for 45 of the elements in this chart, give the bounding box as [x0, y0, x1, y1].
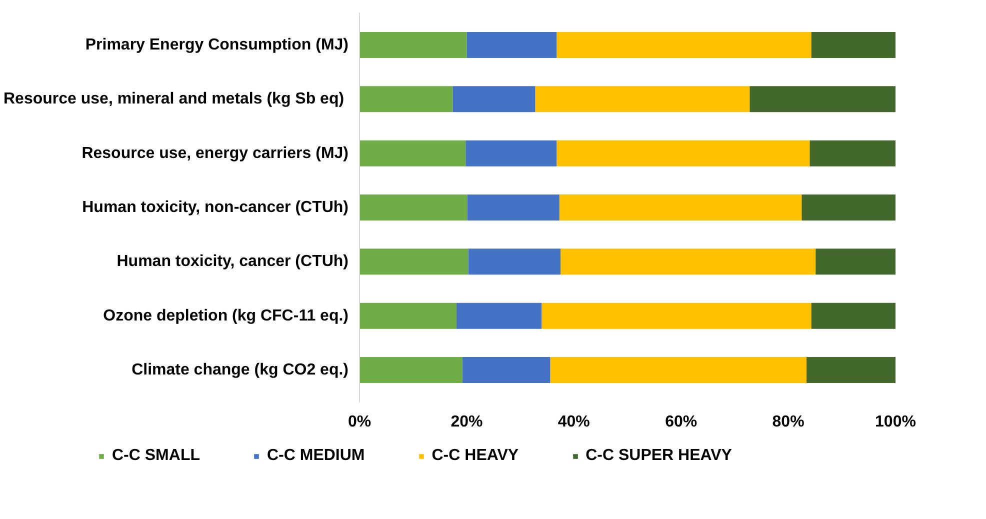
- x-tick-label: 60%: [665, 414, 698, 430]
- bar: [466, 140, 557, 166]
- x-tick-label: 0%: [348, 414, 372, 430]
- x-tick-label: 100%: [875, 414, 916, 430]
- bar: [456, 302, 542, 329]
- bar: [360, 248, 468, 275]
- bar: [360, 302, 457, 329]
- y-tick-label: Primary Energy Consumption (MJ): [85, 36, 349, 54]
- bar: [806, 357, 896, 383]
- bar: [810, 140, 896, 166]
- legend-label: C-C MEDIUM: [266, 447, 365, 465]
- bar: [452, 86, 536, 112]
- bar: [802, 194, 896, 220]
- y-tick-label: Climate change (kg CO2 eq.): [132, 362, 348, 378]
- bar: [811, 32, 896, 58]
- bar: [811, 302, 896, 329]
- bar: [535, 86, 750, 112]
- y-tick-label: Human toxicity, cancer (CTUh): [116, 253, 349, 270]
- legend-label: C-C SUPER HEAVY: [586, 447, 732, 465]
- bar: [360, 140, 466, 166]
- bar: [467, 194, 560, 220]
- bar: [360, 357, 462, 383]
- bar: [466, 32, 557, 58]
- x-tick-label: 40%: [558, 414, 590, 430]
- bar: [556, 140, 810, 166]
- y-tick-label: Resource use, mineral and metals (kg Sb eq): [4, 90, 344, 108]
- bar: [462, 357, 550, 383]
- legend-label: C-C HEAVY: [432, 447, 519, 465]
- bar: [559, 194, 802, 220]
- bar: [360, 194, 468, 220]
- y-tick-label: Resource use, energy carriers (MJ): [82, 144, 349, 162]
- legend-label: C-C SMALL: [112, 447, 200, 465]
- bar: [560, 248, 816, 275]
- y-tick-label: Human toxicity, non-cancer (CTUh): [82, 199, 348, 216]
- bar: [360, 86, 453, 112]
- bar: [816, 248, 896, 275]
- bar: [360, 32, 467, 58]
- bar: [750, 86, 896, 112]
- y-tick-label: Ozone depletion (kg CFC-11 eq.): [103, 307, 349, 324]
- bar: [550, 357, 807, 383]
- bar: [542, 302, 812, 329]
- x-tick-label: 20%: [450, 414, 483, 430]
- x-tick-label: 80%: [772, 414, 804, 430]
- bar: [556, 32, 812, 58]
- bar: [468, 248, 560, 275]
